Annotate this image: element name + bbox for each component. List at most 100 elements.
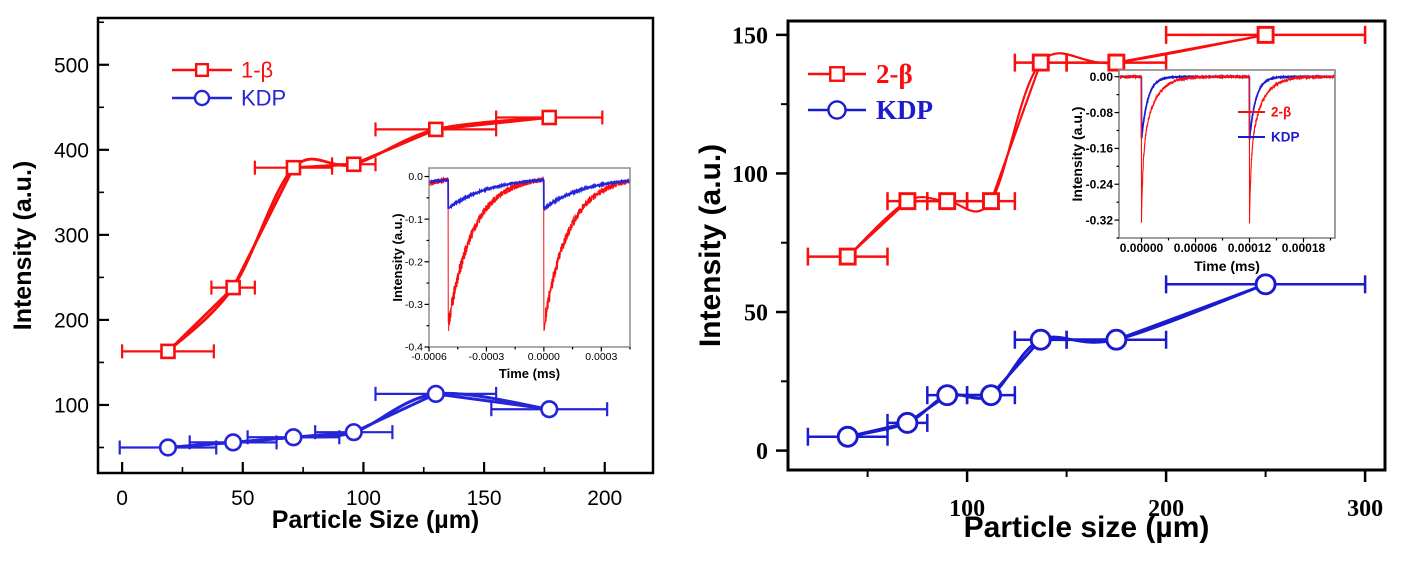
data-point-marker	[896, 411, 919, 434]
inset-curve-2-β	[1119, 73, 1335, 224]
inset-y-tick-label: -0.16	[1086, 142, 1114, 156]
data-point-marker	[344, 423, 363, 442]
y-tick-label: 200	[54, 309, 89, 332]
legend-label: KDP	[876, 95, 933, 125]
data-point-marker	[1254, 273, 1277, 296]
y-axis-label: Intensity (a.u.)	[9, 161, 37, 330]
inset-chart: 0.00000 0.00006 0.00012 0.00018 0.00 -0.08 -0.…	[1069, 69, 1336, 274]
data-point-marker	[345, 156, 362, 173]
inset-legend-label: 2-β	[1271, 105, 1291, 120]
y-tick-label: 400	[54, 139, 89, 162]
y-tick-label: 500	[54, 54, 89, 77]
inset-x-tick-label: -0.0003	[469, 351, 505, 363]
x-tick-label: 50	[231, 487, 254, 510]
series-1-β	[121, 109, 604, 360]
left-chart-svg: 0 50 100 150 200 100 200 300 400 500 Particle Size…	[9, 16, 655, 534]
inset-y-tick-label: -0.1	[405, 214, 423, 226]
data-point-marker	[284, 428, 303, 447]
x-axis-label: Particle Size (µm)	[272, 506, 480, 534]
data-point-marker	[158, 438, 178, 457]
right-chart-svg: 100 200 300 0 50 100 150 Particle size (µm) Inte…	[694, 19, 1387, 544]
inset-y-tick-label: -0.3	[405, 299, 423, 311]
inset-decay-curves	[1119, 73, 1335, 224]
x-tick-label: 100	[949, 496, 985, 522]
chart-panel-left: 0 50 100 150 200 100 200 300 400 500 Particle Size…	[0, 0, 690, 562]
data-point-marker	[980, 384, 1002, 407]
data-point-marker	[838, 247, 857, 266]
data-point-marker	[426, 384, 445, 404]
plot-frame	[96, 16, 655, 475]
series-KDP	[806, 273, 1367, 448]
inset-legend: 2-β KDP	[1238, 105, 1300, 145]
legend-label: 2-β	[876, 59, 913, 89]
inset-x-tick-label: 0.00018	[1282, 241, 1326, 255]
inset-y-tick-label: 0.00	[1090, 70, 1114, 84]
x-tick-label: 100	[346, 487, 381, 510]
data-point-marker	[541, 109, 558, 126]
x-axis-label: Particle size (µm)	[964, 511, 1210, 544]
data-point-marker	[1105, 328, 1128, 351]
inset-decay-curves	[429, 175, 630, 332]
data-point-marker	[1256, 25, 1275, 44]
data-point-marker	[898, 192, 917, 211]
data-point-marker	[936, 384, 959, 407]
inset-chart: -0.0006 -0.0003 0.0000 0.0003 0.0 -0.1 -0.2 -0.…	[390, 167, 631, 381]
y-tick-label: 150	[732, 23, 768, 49]
series-2-β	[806, 25, 1367, 266]
y-tick-label: 100	[732, 162, 768, 188]
inset-x-tick-label: 0.0000	[528, 351, 560, 363]
legend-label: 1-β	[241, 57, 273, 82]
x-tick-label: 150	[467, 487, 502, 510]
inset-x-tick-label: 0.00000	[1120, 241, 1164, 255]
y-tick-label: 0	[756, 439, 768, 465]
plot-frame	[786, 19, 1387, 472]
inset-frame	[428, 167, 631, 348]
data-point-marker	[1107, 53, 1126, 72]
data-point-marker	[160, 343, 176, 360]
inset-x-tick-label: 0.00012	[1228, 241, 1272, 255]
data-point-marker	[1029, 328, 1052, 351]
y-tick-label: 300	[54, 224, 89, 247]
x-tick-label: 200	[587, 487, 622, 510]
y-tick-label: 100	[54, 394, 89, 417]
data-point-marker	[938, 192, 957, 211]
legend-label: KDP	[241, 85, 286, 110]
inset-x-tick-label: -0.0006	[411, 351, 447, 363]
inset-y-tick-label: 0.0	[408, 171, 423, 183]
inset-legend-label: KDP	[1271, 130, 1300, 145]
chart-panel-right: 100 200 300 0 50 100 150 Particle size (µm) Inte…	[690, 0, 1416, 562]
x-tick-label: 0	[116, 487, 128, 510]
data-point-marker	[285, 159, 302, 176]
axis-ticks	[98, 21, 606, 473]
inset-x-axis-label: Time (ms)	[499, 366, 560, 381]
inset-y-tick-label: -0.2	[405, 256, 423, 268]
inset-y-tick-label: -0.24	[1086, 177, 1114, 191]
inset-ticks	[424, 175, 631, 352]
inset-y-tick-label: -0.32	[1086, 213, 1114, 227]
legend-marker	[827, 100, 847, 120]
data-point-marker	[428, 121, 444, 138]
legend: 2-β KDP	[808, 59, 933, 125]
x-tick-label: 200	[1148, 496, 1184, 522]
inset-x-axis-label: Time (ms)	[1194, 258, 1260, 274]
legend-marker	[193, 89, 211, 107]
inset-x-tick-label: 0.0003	[585, 351, 617, 363]
data-point-marker	[982, 192, 1000, 211]
inset-y-tick-label: -0.4	[405, 342, 423, 354]
data-point-marker	[224, 433, 243, 452]
legend-marker	[194, 62, 210, 78]
legend-marker	[829, 66, 845, 82]
data-point-marker	[225, 279, 241, 296]
inset-y-tick-label: -0.08	[1086, 106, 1114, 120]
data-point-marker	[540, 400, 559, 419]
x-tick-label: 300	[1347, 496, 1383, 522]
axis-ticks	[776, 33, 1367, 482]
legend: 1-β KDP	[172, 57, 286, 110]
inset-y-axis-label: Intensity (a.u.)	[390, 213, 405, 301]
y-tick-label: 50	[744, 301, 768, 327]
inset-ticks	[1114, 76, 1332, 243]
data-point-marker	[1031, 53, 1050, 72]
inset-frame	[1118, 69, 1336, 239]
series-line	[167, 116, 550, 353]
